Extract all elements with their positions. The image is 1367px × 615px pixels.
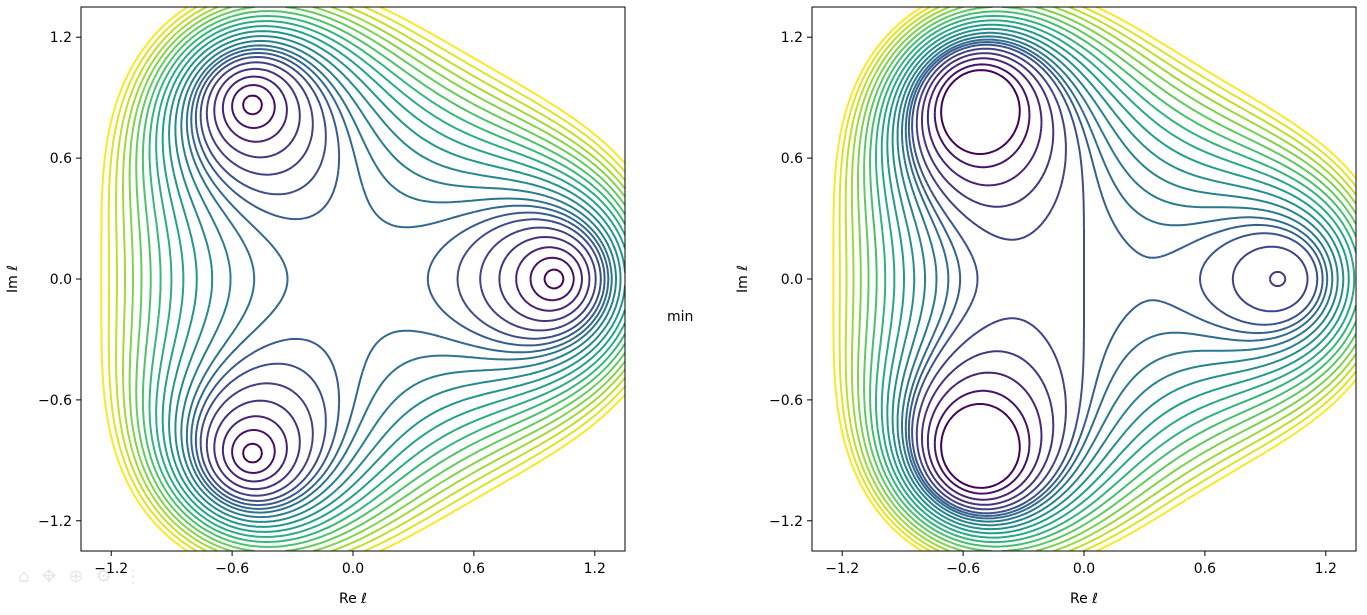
contour-level-2 [221, 75, 583, 483]
contour-level-7 [904, 38, 1329, 520]
y-tick-label: 0.0 [50, 272, 72, 288]
y-tick-label: −1.2 [38, 514, 72, 530]
x-tick-label: 0.0 [342, 561, 364, 577]
contour-level-13 [875, 14, 1356, 544]
contour-level-19 [115, 7, 625, 551]
x-tick-label: −1.2 [825, 561, 859, 577]
contour-level-1 [231, 84, 575, 474]
contour-level-3 [213, 67, 591, 491]
contour-level-6 [194, 51, 606, 507]
y-tick-label: 0.6 [781, 151, 803, 167]
contour-level-0 [940, 69, 1021, 489]
y-axis-label: Im ℓ [5, 265, 21, 293]
x-tick-label: 1.2 [1315, 561, 1337, 577]
contour-level-9 [896, 31, 1339, 527]
y-tick-label: 0.0 [781, 272, 803, 288]
x-ticks: −1.2 −0.6 0.0 0.6 1.2 [94, 551, 606, 577]
contour-lines [832, 7, 1356, 551]
contour-level-16 [857, 7, 1356, 551]
x-tick-label: −1.2 [94, 561, 128, 577]
y-ticks: −1.2 −0.6 0.0 0.6 1.2 [769, 30, 812, 530]
contour-level-17 [128, 7, 625, 551]
contour-level-11 [168, 30, 625, 528]
contour-level-17 [850, 7, 1356, 551]
middle-label: min [667, 309, 694, 325]
contour-lines [100, 7, 625, 551]
contour-level-5 [911, 43, 1319, 515]
home-icon[interactable]: ⌂ [18, 566, 30, 587]
contour-level-18 [844, 7, 1356, 551]
contour-level-14 [148, 15, 625, 543]
x-tick-label: 0.6 [1194, 561, 1216, 577]
y-tick-label: −0.6 [38, 393, 72, 409]
contour-level-10 [891, 27, 1345, 531]
contour-level-20 [832, 7, 1356, 551]
contour-level-15 [141, 10, 625, 548]
contour-level-18 [122, 7, 625, 551]
contour-level-1 [933, 63, 1031, 495]
more-icon[interactable]: ⋮ [123, 566, 142, 587]
axes-frame [80, 6, 626, 552]
contour-level-4 [915, 47, 1309, 511]
contour-level-3 [921, 52, 1287, 506]
contour-level-11 [886, 23, 1350, 535]
y-tick-label: −0.6 [769, 393, 803, 409]
y-tick-label: 1.2 [50, 30, 72, 46]
contour-level-8 [185, 44, 613, 514]
zoom-icon[interactable]: ⊕ [68, 566, 84, 587]
x-tick-label: −0.6 [946, 561, 980, 577]
x-tick-label: 1.2 [584, 561, 606, 577]
contour-level-7 [190, 48, 610, 510]
x-axis-label: Re ℓ [1070, 591, 1098, 607]
contour-level-0 [242, 94, 565, 464]
contour-level-10 [174, 35, 622, 523]
faint-toolbar: ⌂ ✥ ⊕ ⚙ ⋮ [18, 566, 142, 587]
contour-level-9 [180, 39, 617, 519]
move-icon[interactable]: ✥ [41, 566, 57, 587]
contour-level-5 [199, 56, 602, 502]
contour-level-20 [107, 7, 625, 551]
contour-level-15 [863, 7, 1356, 551]
contour-level-12 [161, 25, 625, 533]
contour-plot-right: −1.2 −0.6 0.0 0.6 1.2 −1.2 −0.6 0.0 0.6 1.2 Re ℓ… [735, 6, 1357, 607]
contour-plot-left: −1.2 −0.6 0.0 0.6 1.2 −1.2 −0.6 0.0 0.6 1.2 Re ℓ… [5, 6, 626, 607]
x-axis-label: Re ℓ [339, 591, 367, 607]
y-axis-label: Im ℓ [735, 265, 751, 293]
y-tick-label: 0.6 [50, 151, 72, 167]
contour-level-13 [155, 20, 625, 538]
contour-level-12 [880, 19, 1356, 539]
contour-level-21 [100, 7, 625, 551]
contour-level-4 [205, 61, 597, 497]
y-ticks: −1.2 −0.6 0.0 0.6 1.2 [38, 30, 81, 530]
contour-level-8 [901, 35, 1334, 523]
x-ticks: −1.2 −0.6 0.0 0.6 1.2 [825, 551, 1337, 577]
contour-level-16 [135, 7, 625, 551]
y-tick-label: 1.2 [781, 30, 803, 46]
contour-level-2 [926, 57, 1043, 501]
x-tick-label: 0.0 [1073, 561, 1095, 577]
x-tick-label: 0.6 [463, 561, 485, 577]
contour-level-6 [907, 41, 1324, 517]
contour-level-14 [869, 10, 1356, 548]
x-tick-label: −0.6 [215, 561, 249, 577]
y-tick-label: −1.2 [769, 514, 803, 530]
settings-icon[interactable]: ⚙ [95, 566, 112, 587]
